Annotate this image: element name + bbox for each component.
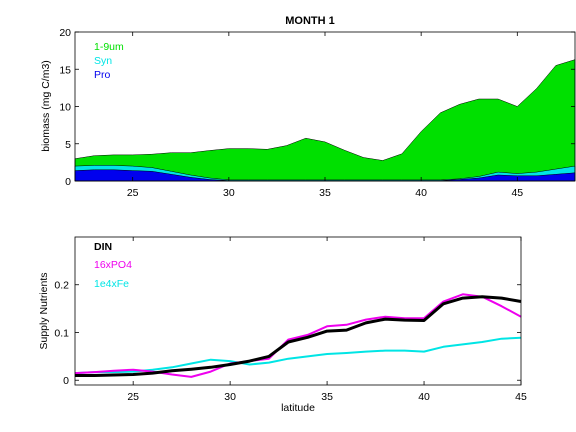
plot-frame	[74, 236, 522, 386]
y-tick-label: 15	[59, 64, 71, 76]
x-tick-label: 35	[321, 391, 333, 403]
legend-item-din: DIN	[94, 241, 112, 253]
x-tick-label: 30	[224, 391, 236, 403]
legend: 1-9um Syn Pro	[94, 41, 124, 81]
y-axis-label: Supply Nutrients	[38, 272, 50, 349]
y-tick-label: 10	[59, 102, 71, 114]
x-tick-label: 30	[223, 187, 235, 199]
x-tick-label: 35	[319, 187, 331, 199]
legend-item-16xpo4: 16xPO4	[94, 259, 132, 271]
y-axis-label: biomass (mg C/m3)	[40, 60, 52, 152]
y-axis-ticks: 0 0.1 0.2	[54, 280, 521, 387]
legend-item-pro: Pro	[94, 69, 111, 81]
x-tick-label: 25	[127, 391, 139, 403]
y-axis-ticks: 0 5 10 15 20	[59, 27, 575, 188]
area-series-1-9um	[74, 59, 576, 182]
area-series-syn	[74, 165, 576, 182]
chart-title: MONTH 1	[285, 15, 335, 27]
biomass-panel: MONTH 1 25 30 35 40 45 0 5 10 15 20 biomass (mg …	[40, 15, 576, 199]
x-axis-label: latitude	[281, 402, 315, 414]
y-tick-label: 0	[63, 375, 69, 387]
legend-item-1-9um: 1-9um	[94, 41, 124, 53]
line-series-din	[75, 295, 522, 377]
x-tick-label: 45	[515, 391, 527, 403]
x-tick-label: 40	[415, 187, 427, 199]
nutrient-lines	[74, 293, 522, 378]
x-tick-label: 45	[511, 187, 523, 199]
legend: DIN 16xPO4 1e4xFe	[94, 241, 132, 290]
y-tick-label: 0.1	[54, 327, 69, 339]
x-axis-ticks: 25 30 35 40 45	[127, 237, 527, 403]
x-tick-label: 40	[418, 391, 430, 403]
legend-item-1e4xfe: 1e4xFe	[94, 278, 129, 290]
y-tick-label: 20	[59, 27, 71, 39]
y-tick-label: 0.2	[54, 280, 69, 292]
line-series-16xpo4	[74, 293, 522, 378]
nutrients-panel: 25 30 35 40 45 0 0.1 0.2 latitude Supply Nutri…	[38, 236, 527, 414]
line-series-1e4xfe	[74, 336, 522, 375]
x-tick-label: 25	[127, 187, 139, 199]
x-axis-ticks: 25 30 35 40 45	[127, 32, 523, 199]
y-tick-label: 0	[65, 176, 71, 188]
legend-item-syn: Syn	[94, 55, 112, 67]
y-tick-label: 5	[65, 139, 71, 151]
